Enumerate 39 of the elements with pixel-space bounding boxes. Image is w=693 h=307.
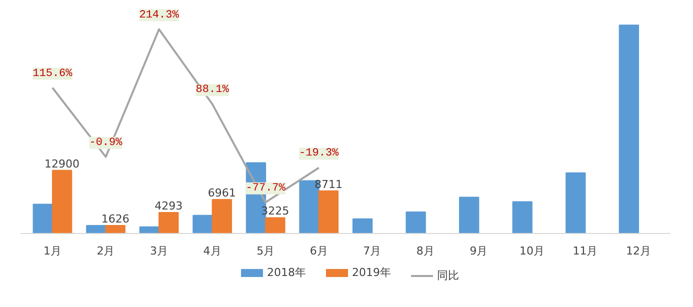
bar [318, 190, 339, 234]
bar [406, 211, 426, 234]
data-label: -19.3% [299, 148, 340, 160]
bar [352, 218, 373, 234]
x-tick-label: 5月 [256, 244, 275, 258]
x-tick-label: 12月 [626, 244, 652, 258]
x-tick-label: 1月 [43, 244, 62, 258]
data-label: 115.6% [32, 68, 73, 80]
data-label: 6961 [208, 186, 236, 200]
data-label: 214.3% [139, 9, 180, 22]
bar [512, 201, 532, 234]
x-tick-label: 3月 [150, 244, 168, 258]
data-label: 1626 [101, 212, 130, 226]
x-tick-label: 11月 [572, 244, 598, 258]
bar [212, 198, 232, 234]
x-tick-label: 8月 [416, 244, 434, 258]
data-label: 4293 [154, 200, 183, 213]
bar [192, 214, 213, 234]
bar [32, 204, 53, 234]
data-label: 12900 [44, 157, 80, 170]
legend-label: 同比 [437, 268, 459, 284]
data-label: 88.1% [196, 84, 230, 96]
bar [158, 212, 179, 234]
bar [265, 217, 286, 234]
x-tick-label: 7月 [363, 244, 382, 258]
data-label: -77.7% [246, 182, 286, 194]
bar [618, 24, 640, 234]
bar [566, 172, 586, 234]
bar [459, 196, 480, 234]
bar [52, 170, 72, 234]
x-tick-label: 6月 [310, 244, 328, 258]
x-tick-label: 9月 [470, 244, 488, 258]
data-label: -0.9% [89, 136, 123, 149]
legend-label: 2019年 [352, 265, 391, 281]
bar [105, 225, 126, 234]
x-tick-label: 2月 [96, 244, 115, 258]
x-tick-label: 10月 [519, 244, 544, 258]
legend-label: 2018年 [267, 265, 306, 281]
x-tick-label: 4月 [203, 244, 222, 258]
